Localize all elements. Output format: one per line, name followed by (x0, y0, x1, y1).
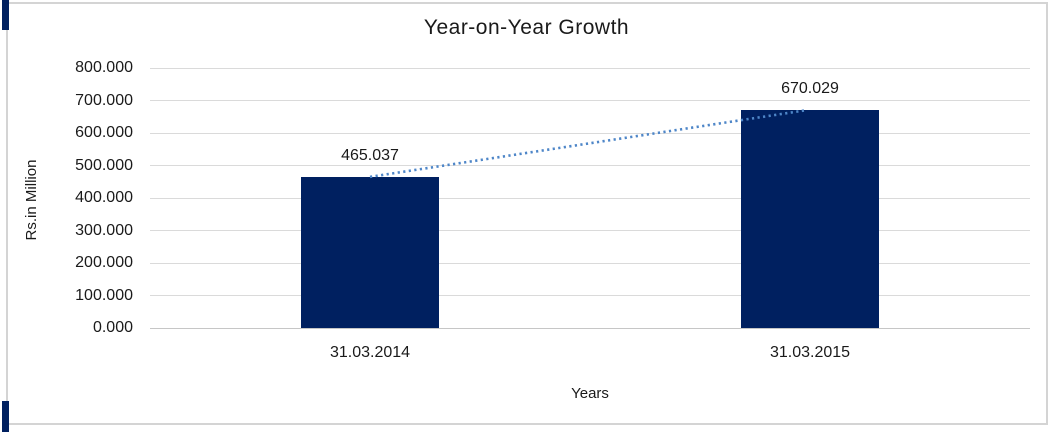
gridline (150, 100, 1030, 101)
y-tick-label: 0.000 (92, 319, 133, 336)
left-accent-bottom (2, 401, 9, 432)
x-axis-title: Years (571, 385, 609, 402)
category-label: 31.03.2014 (329, 344, 411, 361)
left-accent-top (2, 0, 9, 30)
y-tick-label: 600.000 (75, 124, 133, 141)
y-tick-label: 200.000 (75, 254, 133, 271)
gridline (150, 197, 1030, 199)
data-label: 465.037 (341, 146, 399, 164)
bar-31.03.2015 (741, 110, 879, 328)
category-label: 31.03.2015 (769, 344, 851, 361)
chart-title: Year-on-Year Growth (423, 16, 630, 39)
y-tick-label: 800.000 (75, 59, 133, 76)
gridline (150, 230, 1030, 231)
bar-31.03.2014 (301, 176, 439, 328)
gridline (150, 327, 1030, 329)
gridline (150, 132, 1030, 134)
y-tick-label: 700.000 (75, 91, 133, 109)
y-tick-label: 400.000 (75, 189, 133, 206)
gridline (150, 165, 1030, 166)
y-tick-label: 100.000 (75, 286, 133, 304)
gridline (150, 295, 1030, 296)
y-tick-label: 500.000 (75, 156, 133, 174)
y-tick-label: 300.000 (75, 221, 133, 239)
data-label: 670.029 (781, 80, 839, 98)
gridline (150, 262, 1030, 264)
gridline (150, 67, 1030, 69)
